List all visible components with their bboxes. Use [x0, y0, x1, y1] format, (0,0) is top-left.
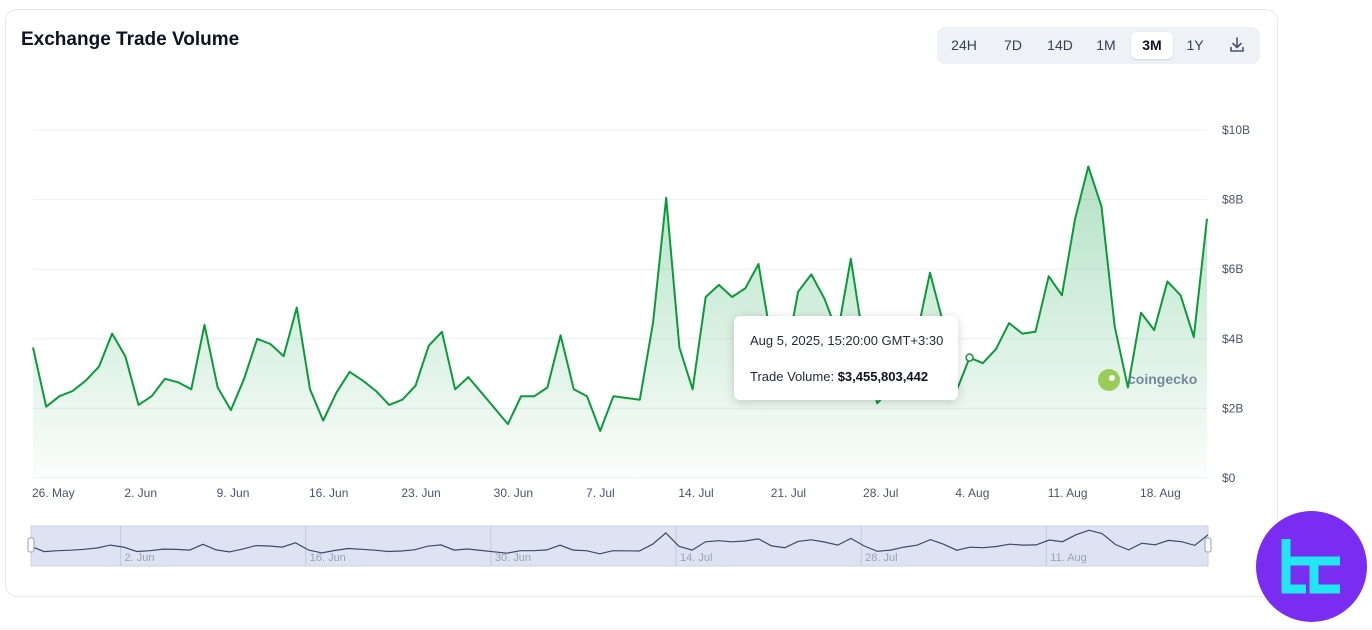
navigator-right-handle[interactable] — [1204, 537, 1212, 553]
tooltip-label: Trade Volume: — [750, 369, 835, 384]
x-tick-label: 26. May — [32, 486, 75, 500]
x-tick-label: 7. Jul — [586, 486, 615, 500]
y-tick-label: $4B — [1222, 332, 1243, 346]
navigator-label: 30. Jun — [495, 552, 531, 564]
range-1m-button[interactable]: 1M — [1096, 37, 1116, 53]
y-tick-label: $10B — [1222, 123, 1250, 137]
range-14d-button[interactable]: 14D — [1047, 37, 1073, 53]
navigator-series-line — [30, 529, 1209, 555]
x-tick-label: 28. Jul — [863, 486, 898, 500]
x-tick-label: 30. Jun — [494, 486, 533, 500]
time-range-selector: 24H 7D 14D 1M 3M 1Y — [937, 27, 1260, 64]
range-7d-button[interactable]: 7D — [1004, 37, 1022, 53]
chart-tooltip: Aug 5, 2025, 15:20:00 GMT+3:30 Trade Vol… — [734, 316, 958, 400]
y-tick-label: $2B — [1222, 401, 1243, 415]
x-tick-label: 14. Jul — [678, 486, 713, 500]
x-tick-label: 4. Aug — [955, 486, 989, 500]
x-tick-label: 2. Jun — [124, 486, 157, 500]
navigator-label: 28. Jul — [865, 552, 897, 564]
range-3m-button[interactable]: 3M — [1131, 32, 1173, 59]
chart-title: Exchange Trade Volume — [21, 29, 240, 50]
navigator-label: 2. Jun — [125, 552, 155, 564]
range-1y-button[interactable]: 1Y — [1186, 37, 1204, 53]
volume-series-line — [32, 165, 1208, 432]
x-tick-label: 18. Aug — [1140, 486, 1181, 500]
range-24h-button[interactable]: 24H — [951, 37, 977, 53]
tooltip-date: Aug 5, 2025, 15:20:00 GMT+3:30 — [750, 333, 944, 348]
coingecko-watermark: coingecko — [1098, 369, 1202, 391]
x-tick-label: 21. Jul — [771, 486, 806, 500]
y-tick-label: $0 — [1222, 471, 1236, 485]
data-point[interactable] — [965, 353, 974, 362]
navigator-label: 16. Jun — [310, 552, 346, 564]
tooltip-row: Trade Volume: $3,455,803,442 — [750, 369, 928, 384]
volume-area — [33, 166, 1207, 478]
range-navigator[interactable]: 2. Jun 16. Jun 30. Jun 14. Jul 28. Jul 11. Au… — [27, 525, 1212, 567]
y-tick-label: $6B — [1222, 262, 1243, 276]
x-tick-label: 23. Jun — [401, 486, 440, 500]
tc-brand-logo-icon — [1256, 511, 1367, 622]
navigator-window[interactable] — [30, 525, 1209, 567]
x-tick-label: 9. Jun — [217, 486, 250, 500]
tooltip-value: $3,455,803,442 — [837, 369, 929, 384]
coingecko-logo-icon — [1098, 369, 1120, 391]
navigator-label: 14. Jul — [680, 552, 712, 564]
x-tick-label: 16. Jun — [309, 486, 348, 500]
download-icon[interactable] — [1225, 33, 1249, 57]
bottom-divider — [0, 628, 1372, 629]
y-tick-label: $8B — [1222, 193, 1243, 207]
navigator-left-handle[interactable] — [27, 537, 35, 553]
watermark-text: coingecko — [1128, 371, 1198, 387]
navigator-label: 11. Aug — [1050, 552, 1087, 564]
x-tick-label: 11. Aug — [1048, 486, 1088, 500]
